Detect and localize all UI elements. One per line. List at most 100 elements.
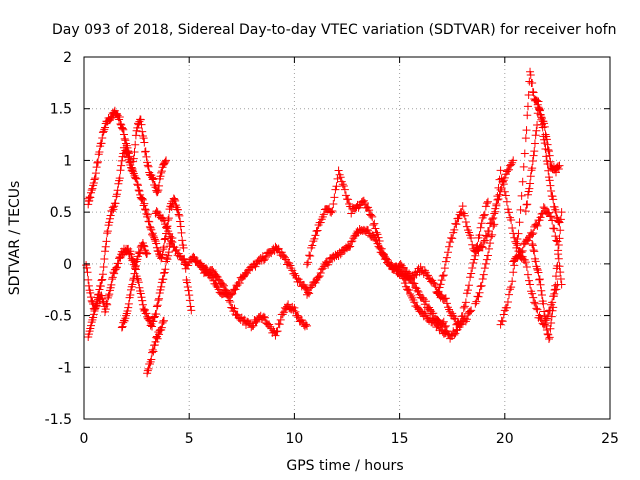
data-point — [367, 211, 376, 220]
data-point — [466, 273, 475, 282]
data-point — [437, 276, 446, 285]
data-point — [458, 312, 467, 321]
data-point — [103, 229, 112, 238]
series-trace-g — [195, 261, 312, 340]
data-point — [305, 289, 314, 298]
data-point — [314, 273, 323, 282]
data-point — [157, 323, 166, 332]
data-point — [530, 147, 539, 156]
data-point — [146, 321, 155, 330]
data-point — [535, 105, 544, 114]
data-point — [450, 225, 459, 234]
series-trace-b — [82, 115, 171, 314]
data-point — [157, 282, 166, 291]
data-point — [229, 286, 238, 295]
data-point — [399, 274, 408, 283]
data-point — [278, 310, 287, 319]
data-point — [112, 263, 121, 272]
data-point — [329, 199, 338, 208]
data-point — [142, 152, 151, 161]
data-point — [131, 131, 140, 140]
data-point — [528, 164, 537, 173]
data-point — [478, 274, 487, 283]
data-point — [486, 239, 495, 248]
series-trace-i — [303, 225, 476, 331]
data-point — [536, 213, 545, 222]
data-point — [545, 333, 554, 342]
data-point — [470, 255, 479, 264]
data-point — [260, 313, 269, 322]
data-point — [303, 321, 312, 330]
x-tick-label: 0 — [80, 431, 89, 447]
data-point — [98, 133, 107, 142]
data-point — [416, 262, 425, 271]
data-point — [451, 315, 460, 324]
data-point — [496, 185, 505, 194]
data-point — [482, 199, 491, 208]
data-point — [412, 302, 421, 311]
data-point — [553, 163, 562, 172]
data-point — [452, 220, 461, 229]
data-point — [390, 263, 399, 272]
data-point — [461, 217, 470, 226]
data-point — [411, 283, 420, 292]
data-point — [446, 307, 455, 316]
data-point — [112, 263, 121, 272]
data-point — [305, 251, 314, 260]
data-point — [157, 167, 166, 176]
data-point — [522, 200, 531, 209]
data-point — [368, 212, 377, 221]
data-point — [105, 290, 114, 299]
data-point — [471, 299, 480, 308]
data-point — [138, 296, 147, 305]
data-point — [166, 232, 175, 241]
data-point — [440, 264, 449, 273]
data-point — [544, 145, 553, 154]
data-point — [304, 258, 313, 267]
data-point — [555, 262, 564, 271]
data-point — [340, 185, 349, 194]
data-point — [551, 232, 560, 241]
data-point — [160, 268, 169, 277]
data-point — [103, 227, 112, 236]
data-point — [128, 280, 137, 289]
data-point — [540, 320, 549, 329]
data-point — [539, 117, 548, 126]
data-point — [136, 115, 145, 124]
data-point — [244, 318, 253, 327]
data-point — [137, 120, 146, 129]
data-point — [96, 282, 105, 291]
data-point — [261, 253, 270, 262]
data-point — [129, 167, 138, 176]
data-point — [157, 214, 166, 223]
data-point — [554, 246, 563, 255]
data-point — [141, 206, 150, 215]
data-point — [465, 308, 474, 317]
data-point — [540, 122, 549, 131]
data-point — [134, 278, 143, 287]
data-point — [533, 121, 542, 130]
data-point — [300, 322, 309, 331]
data-point — [319, 210, 328, 219]
data-point — [408, 293, 417, 302]
data-point — [460, 211, 469, 220]
data-point — [447, 233, 456, 242]
data-point — [101, 242, 110, 251]
data-point — [175, 211, 184, 220]
data-point — [142, 309, 151, 318]
data-point — [421, 311, 430, 320]
data-point — [442, 253, 451, 262]
data-point — [162, 156, 171, 165]
y-tick-label: 0 — [63, 257, 72, 273]
data-point — [150, 235, 159, 244]
data-point — [531, 131, 540, 140]
data-point — [476, 282, 485, 291]
data-point — [185, 296, 194, 305]
data-point — [509, 268, 518, 277]
data-point — [443, 248, 452, 257]
data-point — [535, 275, 544, 284]
data-point — [496, 166, 505, 175]
data-point — [99, 127, 108, 136]
data-point — [118, 322, 127, 331]
data-point — [483, 251, 492, 260]
